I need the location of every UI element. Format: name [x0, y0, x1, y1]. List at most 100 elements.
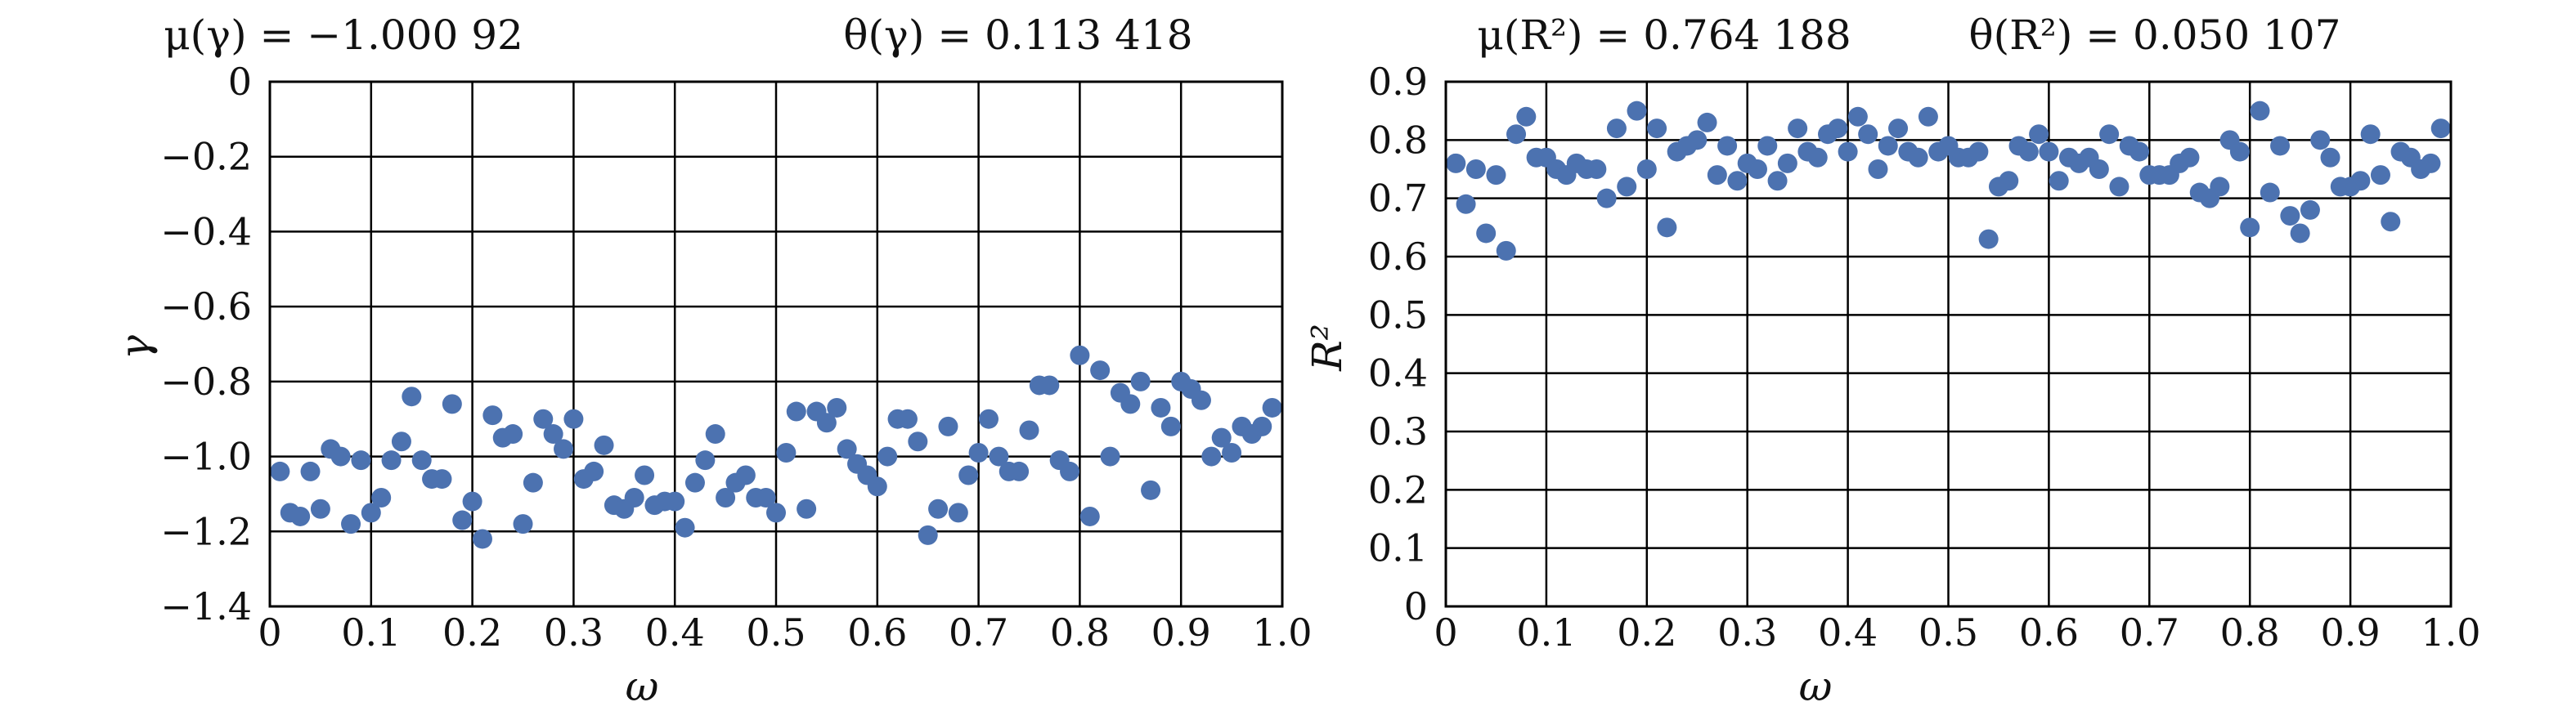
gamma-data-point [756, 488, 776, 508]
gamma-data-point [1009, 461, 1030, 481]
r2-plot-frame [1444, 80, 2453, 608]
gamma-data-point [1090, 360, 1111, 381]
r2-y-tick-label: 0 [1404, 584, 1428, 628]
gamma-x-tick-label: 0 [258, 610, 281, 655]
gamma-y-tick-label: −1.0 [160, 435, 252, 479]
gamma-data-point [462, 491, 482, 512]
gamma-data-point [533, 409, 554, 429]
gamma-data-point [442, 394, 462, 414]
r2-data-point [1878, 136, 1898, 156]
r2-y-tick-label: 0.7 [1368, 177, 1428, 221]
r2-data-point [2350, 171, 2371, 191]
r2-data-point [1516, 106, 1537, 127]
gamma-data-point [584, 461, 604, 481]
r2-y-tick-labels: 0 0.1 0.2 0.3 0.4 0.5 0.6 0.7 0.8 0.9 [1368, 60, 1428, 628]
gamma-data-point [938, 416, 958, 436]
r2-data-point [1968, 141, 1989, 162]
r2-data-point [2320, 147, 2340, 168]
r2-points [1446, 101, 2451, 261]
r2-data-point [1596, 188, 1617, 208]
gamma-data-point [402, 387, 422, 407]
gamma-data-point [918, 525, 938, 545]
r2-data-point [1727, 171, 1748, 191]
r2-data-point [1978, 229, 1999, 249]
gamma-y-tick-label: −0.4 [160, 209, 252, 253]
r2-data-point [2310, 130, 2331, 150]
r2-x-tick-label: 0 [1434, 610, 1457, 655]
gamma-y-tick-label: −0.6 [160, 284, 252, 329]
gamma-x-tick-label: 0.4 [645, 610, 705, 655]
r2-data-point [1757, 136, 1778, 156]
gamma-data-point [867, 476, 887, 497]
r2-data-point [2250, 101, 2270, 121]
gamma-data-point [1262, 397, 1282, 418]
r2-data-point [1868, 159, 1888, 179]
r2-data-point [2089, 159, 2109, 179]
r2-data-point [1606, 118, 1627, 139]
gamma-x-tick-label: 0.6 [847, 610, 907, 655]
r2-x-axis-label: ω [1799, 663, 1833, 710]
gamma-x-tick-label: 0.8 [1050, 610, 1110, 655]
gamma-points [270, 345, 1282, 549]
r2-data-point [1838, 141, 1858, 162]
gamma-data-point [978, 409, 999, 429]
gamma-data-point [452, 510, 473, 530]
r2-y-tick-label: 0.9 [1368, 60, 1428, 104]
r2-x-tick-label: 0.6 [2019, 610, 2079, 655]
gamma-data-point [270, 461, 290, 481]
gamma-x-axis-label: ω [626, 663, 659, 710]
r2-data-point [1918, 106, 1938, 127]
gamma-y-tick-label: −1.2 [160, 509, 252, 553]
r2-data-point [1657, 217, 1677, 238]
gamma-data-point [310, 499, 330, 519]
r2-y-tick-label: 0.1 [1368, 526, 1428, 570]
r2-data-point [2421, 153, 2441, 173]
gamma-data-point [1252, 416, 1272, 436]
gamma-data-point [897, 409, 918, 429]
gamma-data-point [482, 405, 503, 426]
gamma-data-point [432, 469, 452, 490]
r2-x-tick-labels: 0 0.1 0.2 0.3 0.4 0.5 0.6 0.7 0.8 0.9 1.0 [1434, 610, 2480, 655]
r2-data-point [1788, 118, 1808, 139]
gamma-scatter-panel: μ(γ) = −1.000 92 θ(γ) = 0.113 418 0 0.1 0.… [111, 11, 1313, 710]
r2-data-point [1999, 171, 2019, 191]
r2-y-tick-label: 0.6 [1368, 235, 1428, 279]
gamma-data-point [361, 503, 381, 523]
gamma-x-tick-label: 0.2 [442, 610, 502, 655]
r2-data-point [1697, 112, 1717, 132]
gamma-data-point [989, 446, 1009, 467]
gamma-data-point [1060, 461, 1080, 481]
gamma-data-point [766, 503, 786, 523]
gamma-data-point [411, 450, 432, 471]
r2-scatter-panel: μ(R²) = 0.764 188 θ(R²) = 0.050 107 0 0.1… [1304, 11, 2481, 710]
gamma-theta-title: θ(γ) = 0.113 418 [843, 11, 1192, 59]
r2-data-point [2360, 124, 2381, 145]
gamma-data-point [1141, 480, 1161, 500]
gamma-data-point [695, 450, 716, 471]
gamma-y-tick-label: −1.4 [160, 584, 252, 628]
gamma-data-point [1130, 371, 1151, 391]
gamma-mean-title: μ(γ) = −1.000 92 [164, 11, 523, 59]
gamma-data-point [1039, 375, 1060, 396]
gamma-data-point [1079, 506, 1100, 526]
r2-data-point [2300, 199, 2320, 220]
gamma-data-point [1120, 394, 1141, 414]
gamma-data-point [1151, 397, 1171, 418]
r2-data-point [2210, 177, 2230, 197]
gamma-data-point [1160, 416, 1181, 436]
r2-y-tick-label: 0.2 [1368, 467, 1428, 512]
r2-data-point [2270, 136, 2291, 156]
gamma-data-point [503, 424, 523, 445]
gamma-data-point [554, 439, 574, 459]
gamma-data-point [300, 461, 321, 481]
r2-data-point [1847, 106, 1868, 127]
gamma-data-point [1211, 427, 1232, 448]
r2-data-point [1908, 147, 1928, 168]
gamma-y-tick-label: −0.2 [160, 135, 252, 179]
r2-theta-title: θ(R²) = 0.050 107 [1969, 11, 2341, 59]
r2-data-point [2049, 171, 2069, 191]
r2-data-point [2029, 124, 2049, 145]
r2-data-point [1747, 159, 1767, 179]
r2-mean-title: μ(R²) = 0.764 188 [1477, 11, 1851, 59]
